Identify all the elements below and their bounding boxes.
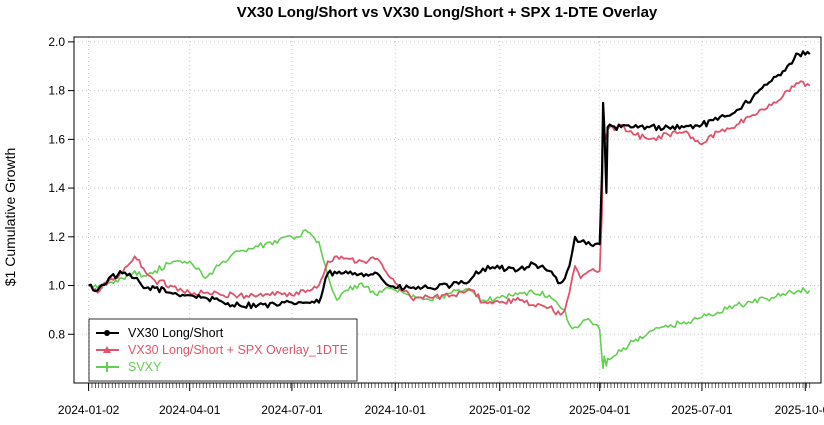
y-tick-label: 2.0 (48, 35, 65, 49)
x-tick-label: 2024-04-01 (159, 403, 221, 417)
legend: VX30 Long/Short VX30 Long/Short + SPX Ove… (88, 318, 358, 382)
axis-ticks: 0.8 1.0 1.2 1.4 1.6 1.8 2.0 2024-01-02 2024-04-0… (48, 35, 824, 417)
x-tick-label: 2025-10-01 (775, 403, 824, 417)
y-axis-label: $1 Cumulative Growth (2, 148, 18, 287)
x-tick-label: 2024-10-01 (365, 403, 427, 417)
y-tick-label: 0.8 (48, 327, 65, 341)
chart-title: VX30 Long/Short vs VX30 Long/Short + SPX… (237, 4, 658, 21)
series-lines (88, 50, 811, 370)
legend-entry-label: SVXY (128, 360, 162, 374)
x-tick-label: 2025-04-01 (569, 403, 631, 417)
legend-marker-circle (104, 330, 110, 336)
series-line-vx30-overlay (88, 80, 811, 316)
y-tick-label: 1.2 (48, 230, 65, 244)
legend-entry-label: VX30 Long/Short + SPX Overlay_1DTE (128, 343, 348, 357)
y-tick-label: 1.4 (48, 181, 65, 195)
plot-frame (73, 36, 822, 384)
x-tick-label: 2024-07-01 (261, 403, 323, 417)
series-line-vx30 (88, 50, 811, 310)
y-tick-label: 1.6 (48, 132, 65, 146)
y-tick-label: 1.8 (48, 84, 65, 98)
x-tick-label: 2025-07-01 (671, 403, 733, 417)
series-line-svxy (88, 229, 811, 370)
x-tick-label: 2025-01-02 (469, 403, 531, 417)
legend-box (88, 318, 358, 382)
legend-entry-label: VX30 Long/Short (128, 326, 224, 340)
legend-marker-triangle (103, 346, 111, 353)
y-tick-label: 1.0 (48, 279, 65, 293)
x-tick-label: 2024-01-02 (58, 403, 120, 417)
